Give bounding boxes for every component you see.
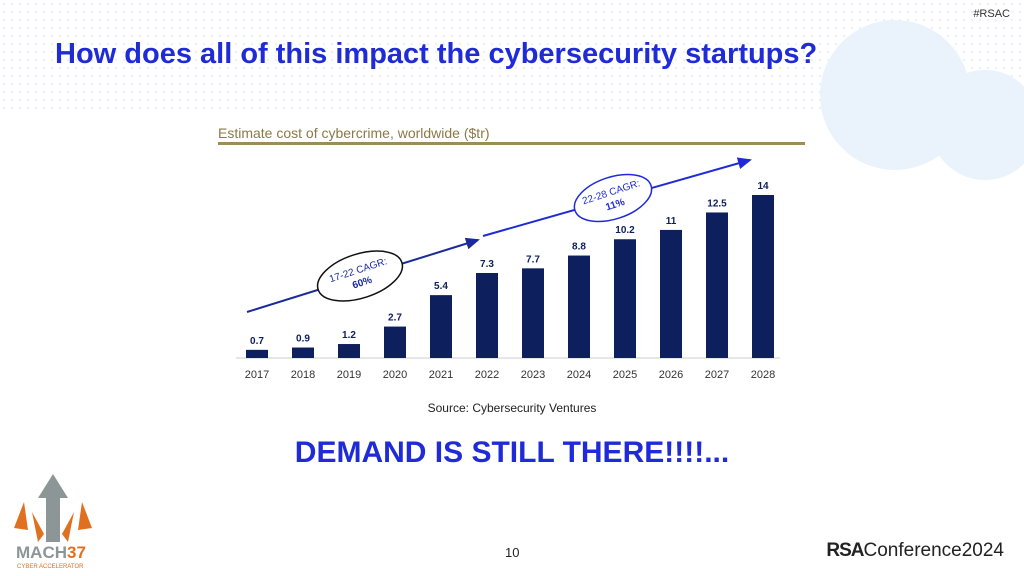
x-tick-label: 2019 <box>337 369 361 381</box>
bar-2019 <box>338 344 360 358</box>
mach37-logo: MACH37 CYBER ACCELERATOR <box>14 474 92 570</box>
chart-source: Source: Cybersecurity Ventures <box>427 401 597 415</box>
bar-2020 <box>384 326 406 358</box>
page-number: 10 <box>505 545 520 560</box>
slide-title: How does all of this impact the cybersec… <box>55 38 818 70</box>
bar-2018 <box>292 347 314 358</box>
x-tick-label: 2026 <box>659 369 683 381</box>
bar-2021 <box>430 295 452 358</box>
x-tick-label: 2021 <box>429 369 453 381</box>
data-label: 2.7 <box>388 313 402 324</box>
bar-2025 <box>614 239 636 358</box>
callout-text: DEMAND IS STILL THERE!!!!... <box>294 436 730 469</box>
x-tick-label: 2023 <box>521 369 545 381</box>
x-tick-label: 2018 <box>291 369 315 381</box>
svg-text:MACH37: MACH37 <box>16 543 86 562</box>
bar-2022 <box>476 273 498 358</box>
hashtag: #RSAC <box>973 8 1010 20</box>
bar-2028 <box>752 195 774 358</box>
cagr-annotation-2: 22-28 CAGR: 11% <box>573 173 653 223</box>
x-tick-label: 2017 <box>245 369 269 381</box>
bar-2027 <box>706 212 728 358</box>
data-label: 0.7 <box>250 336 264 347</box>
data-label: 11 <box>666 216 677 227</box>
x-tick-label: 2020 <box>383 369 407 381</box>
bar-2023 <box>522 268 544 358</box>
cagr-annotation-1: 17-22 CAGR: 60% <box>316 250 404 302</box>
chart-title-rule <box>218 142 805 145</box>
data-label: 14 <box>757 181 769 192</box>
x-tick-label: 2022 <box>475 369 499 381</box>
data-label: 7.7 <box>526 254 540 265</box>
svg-text:CYBER ACCELERATOR: CYBER ACCELERATOR <box>17 564 84 570</box>
data-label: 10.2 <box>615 225 635 236</box>
rsa-conference-logo: RSAConference2024 <box>826 540 1004 561</box>
data-label: 8.8 <box>572 242 586 253</box>
data-label: 12.5 <box>707 198 727 209</box>
data-label: 7.3 <box>480 259 494 270</box>
data-label: 1.2 <box>342 330 356 341</box>
x-tick-label: 2027 <box>705 369 729 381</box>
data-label: 5.4 <box>434 281 448 292</box>
bar-2017 <box>246 349 268 358</box>
bar-2024 <box>568 255 590 358</box>
x-tick-label: 2028 <box>751 369 775 381</box>
chart-title: Estimate cost of cybercrime, worldwide (… <box>218 125 490 141</box>
background-circle <box>930 70 1024 180</box>
x-tick-label: 2024 <box>567 369 591 381</box>
x-tick-label: 2025 <box>613 369 637 381</box>
bar-2026 <box>660 229 682 358</box>
data-label: 0.9 <box>296 334 310 345</box>
